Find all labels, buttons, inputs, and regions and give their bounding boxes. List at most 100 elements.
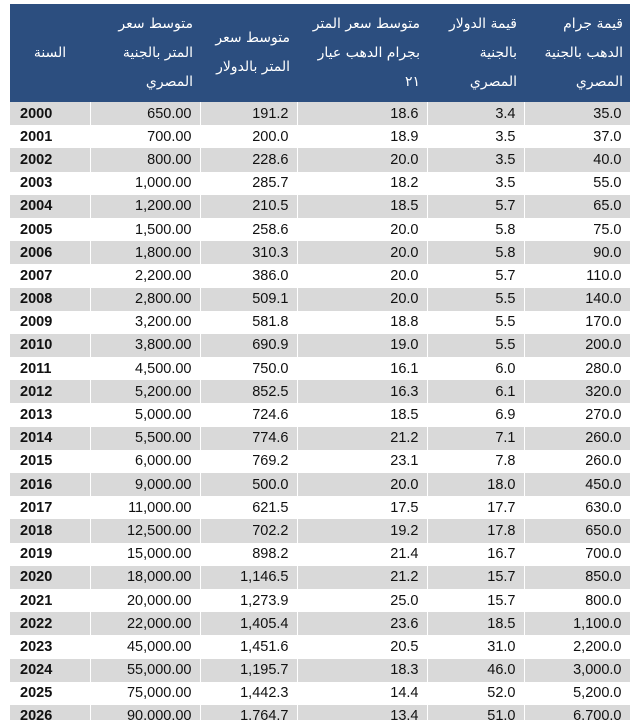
year-cell: 2024 [10, 658, 91, 682]
price-usd-cell: 1,195.7 [200, 658, 298, 682]
usd-rate-cell: 51.0 [427, 704, 525, 720]
usd-rate-cell: 16.7 [427, 542, 525, 566]
table-row: 2021 20,000.00 1,273.9 25.0 15.7 800.0 [10, 588, 631, 613]
gold-gram-cell: 270.0 [524, 403, 631, 427]
year-cell: 2002 [10, 148, 91, 172]
price-egp-cell: 22,000.00 [90, 612, 201, 636]
table-row: 2026 90,000.00 1,764.7 13.4 51.0 6,700.0 [10, 704, 631, 720]
table-row: 2025 75,000.00 1,442.3 14.4 52.0 5,200.0 [10, 681, 631, 705]
price-gold-cell: 14.4 [297, 681, 428, 705]
price-gold-cell: 19.0 [297, 333, 428, 358]
table-row: 2023 45,000.00 1,451.6 20.5 31.0 2,200.0 [10, 635, 631, 659]
usd-rate-cell: 18.0 [427, 473, 525, 497]
header-price-gold: متوسط سعر المتر بجرام الدهب عيار ٢١ [312, 15, 420, 90]
year-cell: 2023 [10, 635, 91, 659]
price-egp-cell: 5,200.00 [90, 380, 201, 404]
price-usd-cell: 702.2 [200, 519, 298, 543]
price-egp-cell: 5,500.00 [90, 426, 201, 450]
year-cell: 2007 [10, 264, 91, 288]
gold-gram-cell: 5,200.0 [524, 681, 631, 705]
table-row: 2008 2,800.00 509.1 20.0 5.5 140.0 [10, 287, 631, 311]
gold-gram-cell: 1,100.0 [524, 612, 631, 636]
price-egp-cell: 20,000.00 [90, 588, 201, 613]
price-gold-cell: 20.0 [297, 241, 428, 265]
year-cell: 2017 [10, 496, 91, 520]
table-row: 2010 3,800.00 690.9 19.0 5.5 200.0 [10, 333, 631, 358]
price-gold-cell: 20.0 [297, 148, 428, 172]
price-gold-cell: 19.2 [297, 519, 428, 543]
header-price-usd: متوسط سعر المتر بالدولار [215, 30, 290, 75]
header-price-egp: متوسط سعر المتر بالجنية المصري [118, 15, 193, 90]
table-row: 2015 6,000.00 769.2 23.1 7.8 260.0 [10, 449, 631, 473]
usd-rate-cell: 18.5 [427, 612, 525, 636]
usd-rate-cell: 5.5 [427, 287, 525, 311]
gold-gram-cell: 700.0 [524, 542, 631, 566]
gold-gram-cell: 850.0 [524, 565, 631, 589]
table-row: 2009 3,200.00 581.8 18.8 5.5 170.0 [10, 310, 631, 334]
year-cell: 2021 [10, 588, 91, 613]
gold-gram-cell: 65.0 [524, 194, 631, 218]
price-egp-cell: 4,500.00 [90, 357, 201, 381]
usd-rate-cell: 15.7 [427, 588, 525, 613]
table-row: 2024 55,000.00 1,195.7 18.3 46.0 3,000.0 [10, 658, 631, 682]
year-cell: 2003 [10, 171, 91, 195]
table-row: 2006 1,800.00 310.3 20.0 5.8 90.0 [10, 241, 631, 265]
price-gold-cell: 18.2 [297, 171, 428, 195]
price-usd-cell: 210.5 [200, 194, 298, 218]
price-egp-cell: 5,000.00 [90, 403, 201, 427]
table-row: 2017 11,000.00 621.5 17.5 17.7 630.0 [10, 496, 631, 520]
price-usd-cell: 774.6 [200, 426, 298, 450]
usd-rate-cell: 6.1 [427, 380, 525, 404]
year-cell: 2020 [10, 565, 91, 589]
year-cell: 2013 [10, 403, 91, 427]
price-usd-cell: 200.0 [200, 125, 298, 149]
usd-rate-cell: 7.1 [427, 426, 525, 450]
price-table: السنة متوسط سعر المتر بالجنية المصري متو… [10, 4, 631, 720]
usd-rate-cell: 5.7 [427, 264, 525, 288]
price-gold-cell: 20.5 [297, 635, 428, 659]
year-cell: 2016 [10, 473, 91, 497]
price-usd-cell: 258.6 [200, 217, 298, 242]
gold-gram-cell: 75.0 [524, 217, 631, 242]
price-egp-cell: 18,000.00 [90, 565, 201, 589]
gold-gram-cell: 6,700.0 [524, 704, 631, 720]
year-cell: 2019 [10, 542, 91, 566]
price-usd-cell: 1,451.6 [200, 635, 298, 659]
usd-rate-cell: 5.5 [427, 333, 525, 358]
usd-rate-cell: 31.0 [427, 635, 525, 659]
price-gold-cell: 18.5 [297, 403, 428, 427]
table-row: 2005 1,500.00 258.6 20.0 5.8 75.0 [10, 217, 631, 242]
price-usd-cell: 750.0 [200, 357, 298, 381]
price-egp-cell: 1,500.00 [90, 217, 201, 242]
price-egp-cell: 12,500.00 [90, 519, 201, 543]
price-usd-cell: 898.2 [200, 542, 298, 566]
price-egp-cell: 45,000.00 [90, 635, 201, 659]
price-egp-cell: 55,000.00 [90, 658, 201, 682]
price-gold-cell: 20.0 [297, 473, 428, 497]
price-usd-cell: 852.5 [200, 380, 298, 404]
usd-rate-cell: 3.5 [427, 148, 525, 172]
gold-gram-cell: 260.0 [524, 449, 631, 473]
price-usd-cell: 1,442.3 [200, 681, 298, 705]
price-usd-cell: 1,273.9 [200, 588, 298, 613]
price-usd-cell: 191.2 [200, 102, 298, 126]
price-usd-cell: 386.0 [200, 264, 298, 288]
price-gold-cell: 21.2 [297, 426, 428, 450]
price-usd-cell: 509.1 [200, 287, 298, 311]
gold-gram-cell: 800.0 [524, 588, 631, 613]
usd-rate-cell: 17.8 [427, 519, 525, 543]
usd-rate-cell: 7.8 [427, 449, 525, 473]
table-row: 2014 5,500.00 774.6 21.2 7.1 260.0 [10, 426, 631, 450]
price-usd-cell: 769.2 [200, 449, 298, 473]
year-cell: 2018 [10, 519, 91, 543]
gold-gram-cell: 650.0 [524, 519, 631, 543]
usd-rate-cell: 3.5 [427, 125, 525, 149]
usd-rate-cell: 6.9 [427, 403, 525, 427]
gold-gram-cell: 170.0 [524, 310, 631, 334]
price-egp-cell: 3,800.00 [90, 333, 201, 358]
price-egp-cell: 2,200.00 [90, 264, 201, 288]
price-gold-cell: 18.5 [297, 194, 428, 218]
gold-gram-cell: 140.0 [524, 287, 631, 311]
year-cell: 2008 [10, 287, 91, 311]
usd-rate-cell: 3.4 [427, 102, 525, 126]
